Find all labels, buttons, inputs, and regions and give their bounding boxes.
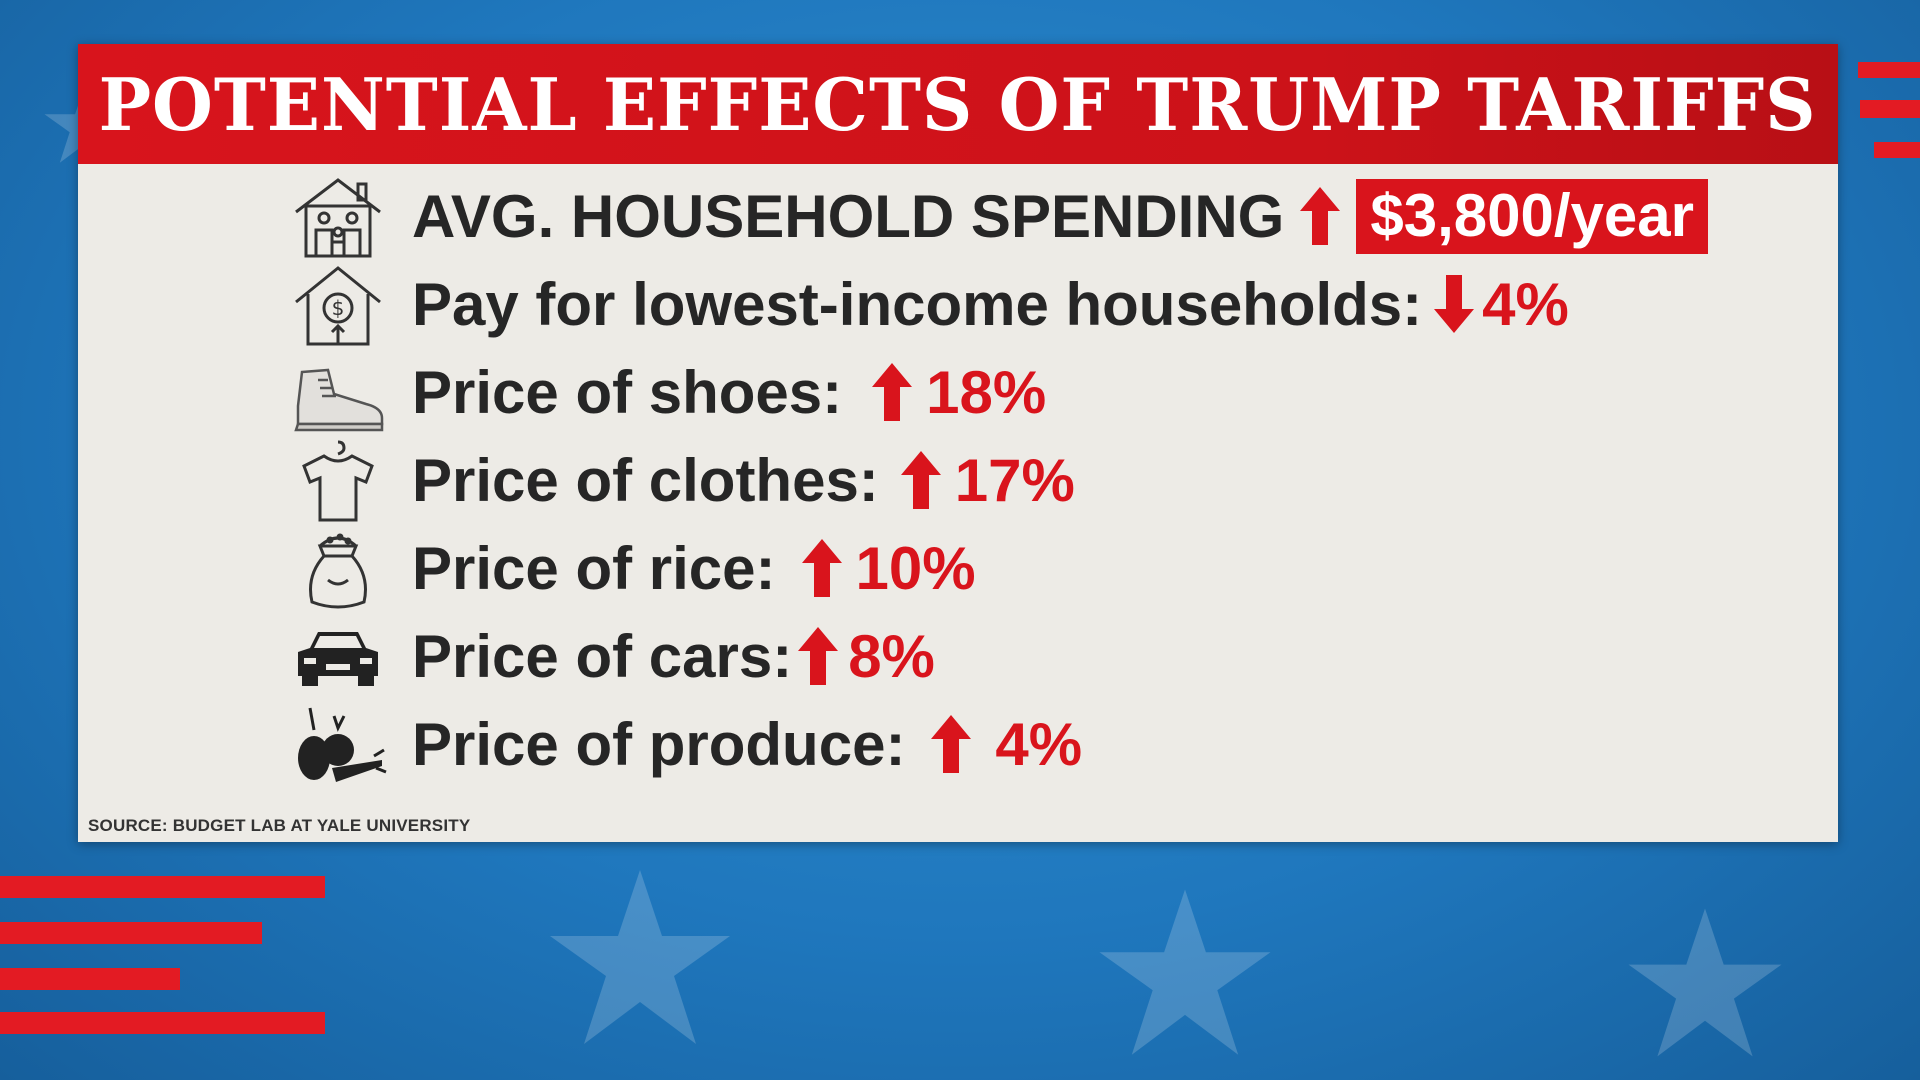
- arrow-up-icon: [1300, 187, 1341, 245]
- family-house-icon: [283, 172, 393, 260]
- background-stripe: [1860, 100, 1920, 118]
- row-label: Price of clothes:: [412, 446, 879, 514]
- arrow-up-icon: [801, 539, 842, 597]
- header-bar: POTENTIAL EFFECTS OF TRUMP TARIFFS: [78, 44, 1838, 164]
- background-stripe: [0, 922, 262, 944]
- rice-bag-icon: [283, 524, 393, 612]
- tshirt-icon: [283, 436, 393, 524]
- row-value: 18%: [926, 358, 1047, 426]
- shoe-icon: [283, 348, 393, 436]
- row-value: 10%: [855, 534, 976, 602]
- background-stripe: [0, 876, 325, 898]
- row-label: Pay for lowest-income households:: [412, 270, 1423, 338]
- background-star-icon: [1099, 889, 1271, 1055]
- car-icon: [283, 612, 393, 700]
- svg-text:$: $: [332, 296, 345, 320]
- row-value: 17%: [954, 446, 1075, 514]
- arrow-up-icon: [872, 363, 913, 421]
- background-stripe: [0, 1012, 325, 1034]
- arrow-down-icon: [1434, 275, 1475, 333]
- row-label: AVG. HOUSEHOLD SPENDING: [412, 182, 1285, 250]
- background-stripe: [1858, 62, 1920, 78]
- row-label: Price of produce:: [412, 710, 906, 778]
- page-title: POTENTIAL EFFECTS OF TRUMP TARIFFS: [99, 61, 1818, 147]
- background-stripe: [0, 968, 180, 990]
- source-caption: SOURCE: BUDGET LAB AT YALE UNIVERSITY: [88, 816, 471, 835]
- row-value: 4%: [995, 710, 1083, 778]
- background-star-icon: [1628, 908, 1782, 1057]
- arrow-up-icon: [900, 451, 941, 509]
- background-star-icon: [550, 870, 730, 1044]
- row-label: Price of rice:: [412, 534, 776, 602]
- produce-icon: [283, 700, 393, 788]
- row-value: 8%: [848, 622, 935, 690]
- row-label: Price of cars:: [412, 622, 793, 690]
- row-value: 4%: [1482, 270, 1569, 338]
- graphic-panel: POTENTIAL EFFECTS OF TRUMP TARIFFS AVG. …: [78, 44, 1838, 842]
- row-label: Price of shoes:: [412, 358, 843, 426]
- background-stripe: [1874, 142, 1920, 158]
- house-money-icon: $: [283, 260, 393, 348]
- arrow-up-icon: [931, 715, 972, 773]
- row-value-badge: $3,800/year: [1356, 178, 1708, 254]
- arrow-up-icon: [798, 627, 839, 685]
